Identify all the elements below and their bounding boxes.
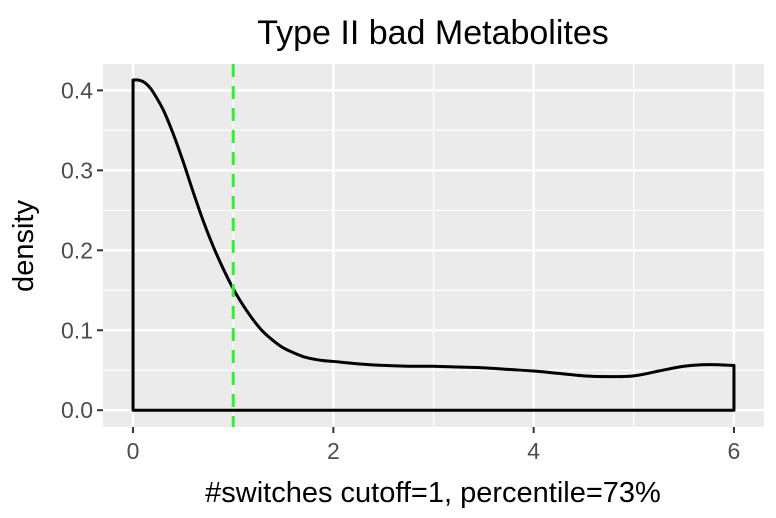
y-tick-label: 0.2	[61, 237, 93, 263]
x-tick-label: 0	[127, 438, 140, 464]
x-tick-label: 2	[327, 438, 340, 464]
y-tick-label: 0.0	[61, 397, 93, 423]
x-axis-label: #switches cutoff=1, percentile=73%	[205, 477, 661, 509]
x-tick-label: 4	[527, 438, 540, 464]
x-axis-ticks: 0 2 4 6	[127, 427, 741, 464]
y-tick-label: 0.1	[61, 317, 93, 343]
y-axis-ticks: 0.0 0.1 0.2 0.3 0.4	[61, 77, 103, 423]
y-tick-label: 0.3	[61, 157, 93, 183]
density-series	[131, 78, 736, 412]
minor-gridlines	[103, 64, 764, 427]
chart-title: Type II bad Metabolites	[257, 14, 609, 52]
y-axis-label: density	[8, 200, 40, 292]
y-tick-label: 0.4	[61, 77, 93, 103]
x-tick-label: 6	[728, 438, 741, 464]
density-curve	[131, 78, 736, 412]
